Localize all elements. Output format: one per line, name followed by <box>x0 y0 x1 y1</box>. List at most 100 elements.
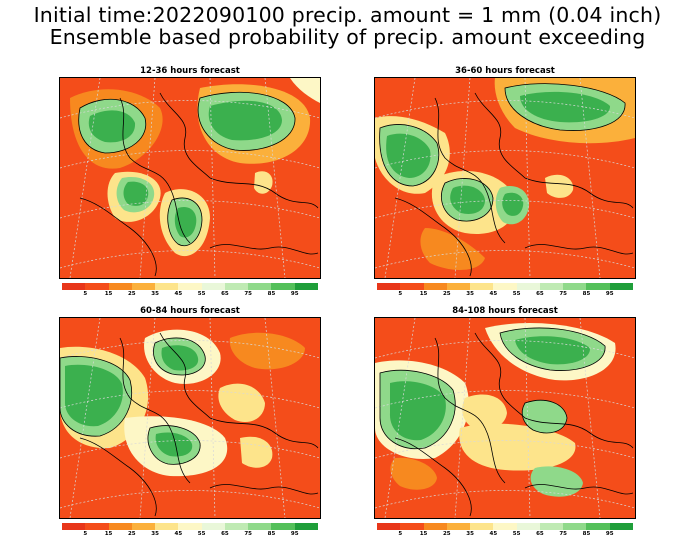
colorbar-labels: 5 15 25 35 45 55 65 75 85 95 <box>62 531 318 539</box>
colorbar-segment <box>131 523 156 530</box>
colorbar <box>62 523 318 530</box>
colorbar-segment <box>563 283 587 290</box>
colorbar-segment <box>178 523 202 530</box>
colorbar-label: 5 <box>83 291 88 297</box>
colorbar-segment <box>85 283 109 290</box>
colorbar-label: 95 <box>605 291 614 297</box>
colorbar-label: 65 <box>536 291 544 297</box>
colorbar-label: 5 <box>398 291 403 297</box>
colorbar-segment <box>155 523 179 530</box>
panel-title: 84-108 hours forecast <box>452 306 558 316</box>
colorbar-segment <box>62 283 86 290</box>
colorbar-segment <box>201 523 225 530</box>
colorbar-label: 75 <box>559 531 567 537</box>
colorbar-segment <box>609 283 633 290</box>
colorbar-segment <box>446 523 471 530</box>
colorbar-segment <box>516 523 540 530</box>
colorbar-segment <box>248 283 272 290</box>
colorbar-label: 85 <box>582 291 591 297</box>
colorbar-label: 75 <box>559 291 567 297</box>
colorbar-label: 15 <box>104 531 113 537</box>
colorbar-segment <box>294 283 318 290</box>
colorbar-segment <box>108 283 132 290</box>
colorbar-segment <box>470 523 494 530</box>
colorbar-label: 45 <box>174 531 183 537</box>
colorbar-label: 35 <box>151 291 159 297</box>
colorbar-segment <box>516 283 540 290</box>
colorbar-segment <box>539 523 564 530</box>
colorbar-label: 35 <box>466 291 474 297</box>
colorbar-label: 65 <box>221 291 229 297</box>
colorbar-label: 45 <box>489 531 498 537</box>
colorbar-label: 85 <box>582 531 591 537</box>
colorbar-label: 5 <box>83 531 88 537</box>
colorbar-segment <box>108 523 132 530</box>
colorbar-segment <box>493 523 517 530</box>
probability-map <box>59 77 321 279</box>
colorbar-label: 65 <box>221 531 229 537</box>
colorbar-segment <box>62 523 86 530</box>
colorbar-segment <box>271 523 295 530</box>
colorbar-segment <box>224 283 249 290</box>
colorbar-segment <box>609 523 633 530</box>
panel-title: 12-36 hours forecast <box>140 66 240 76</box>
panel-title: 60-84 hours forecast <box>140 306 240 316</box>
colorbar-label: 55 <box>197 531 206 537</box>
colorbar-segment <box>271 283 295 290</box>
colorbar-segment <box>493 283 517 290</box>
colorbar-label: 45 <box>489 291 498 297</box>
probability-map <box>374 317 636 519</box>
colorbar-label: 75 <box>244 531 252 537</box>
colorbar-label: 55 <box>197 291 206 297</box>
colorbar <box>62 283 318 290</box>
colorbar-segment <box>178 283 202 290</box>
colorbar-segment <box>539 283 564 290</box>
colorbar-segment <box>563 523 587 530</box>
colorbar-segment <box>586 523 610 530</box>
chart-title-line2: Ensemble based probability of precip. am… <box>49 25 646 49</box>
colorbar-segment <box>131 283 156 290</box>
colorbar-label: 95 <box>290 531 299 537</box>
colorbar-label: 15 <box>104 291 113 297</box>
colorbar-segment <box>423 523 447 530</box>
colorbar-segment <box>586 283 610 290</box>
probability-map <box>59 317 321 519</box>
colorbar-label: 25 <box>127 531 136 537</box>
colorbar-label: 65 <box>536 531 544 537</box>
colorbar-segment <box>470 283 494 290</box>
chart-title-line1: Initial time:2022090100 precip. amount =… <box>33 3 662 27</box>
colorbar-label: 55 <box>512 291 521 297</box>
colorbar-segment <box>400 283 424 290</box>
colorbar-segment <box>294 523 318 530</box>
colorbar-label: 85 <box>267 291 276 297</box>
colorbar-labels: 5 15 25 35 45 55 65 75 85 95 <box>377 291 633 299</box>
colorbar-segment <box>400 523 424 530</box>
colorbar-segment <box>85 523 109 530</box>
colorbar-segment <box>224 523 249 530</box>
colorbar-label: 35 <box>466 531 474 537</box>
colorbar-label: 85 <box>267 531 276 537</box>
panel-title: 36-60 hours forecast <box>455 66 555 76</box>
colorbar-label: 25 <box>127 291 136 297</box>
colorbar-label: 35 <box>151 531 159 537</box>
colorbar-segment <box>155 283 179 290</box>
colorbar <box>377 523 633 530</box>
colorbar-label: 25 <box>442 531 451 537</box>
colorbar-segment <box>446 283 471 290</box>
colorbar-segment <box>248 523 272 530</box>
colorbar-label: 95 <box>605 531 614 537</box>
colorbar-label: 75 <box>244 291 252 297</box>
colorbar-label: 55 <box>512 531 521 537</box>
colorbar-labels: 5 15 25 35 45 55 65 75 85 95 <box>62 291 318 299</box>
colorbar <box>377 283 633 290</box>
colorbar-label: 95 <box>290 291 299 297</box>
colorbar-segment <box>377 283 401 290</box>
colorbar-segment <box>423 283 447 290</box>
probability-map <box>374 77 636 279</box>
colorbar-segment <box>377 523 401 530</box>
colorbar-label: 15 <box>419 531 428 537</box>
colorbar-labels: 5 15 25 35 45 55 65 75 85 95 <box>377 531 633 539</box>
colorbar-segment <box>201 283 225 290</box>
colorbar-label: 15 <box>419 291 428 297</box>
colorbar-label: 25 <box>442 291 451 297</box>
